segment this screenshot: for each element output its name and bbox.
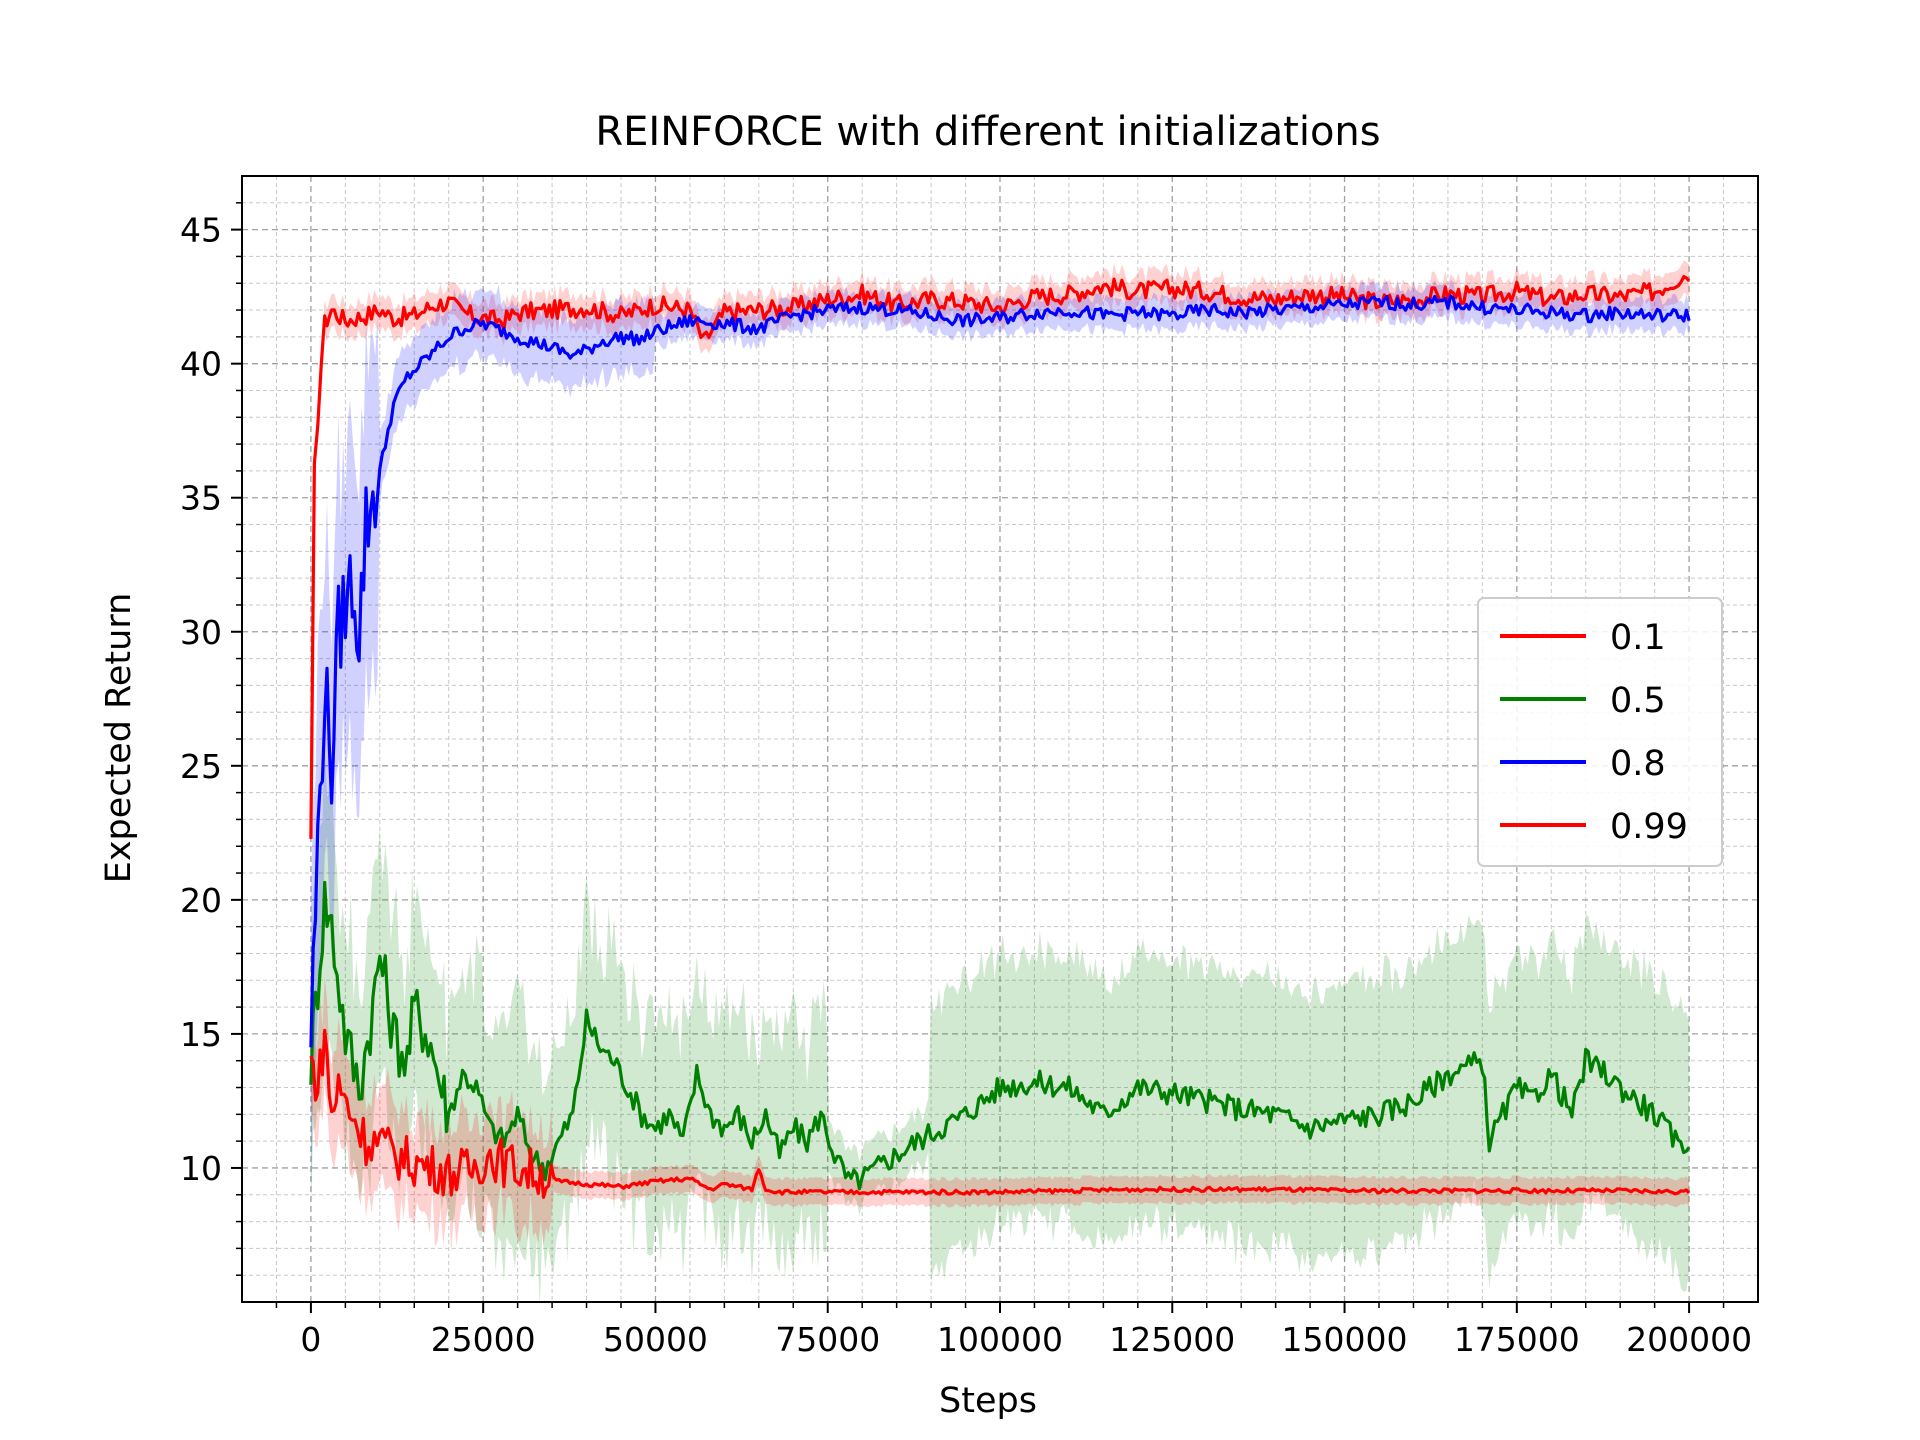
y-tick-label: 15 bbox=[180, 1015, 222, 1054]
line-series-3 bbox=[309, 294, 1691, 1048]
confidence-bands bbox=[310, 260, 1690, 1307]
series-lines bbox=[309, 275, 1691, 1199]
x-tick-label: 25000 bbox=[431, 1320, 536, 1359]
y-tick-label: 25 bbox=[180, 747, 222, 786]
band-series-4 bbox=[310, 976, 1690, 1254]
legend-box bbox=[1477, 597, 1723, 867]
x-tick-label: 125000 bbox=[1109, 1320, 1235, 1359]
chart-title: REINFORCE with different initializations bbox=[595, 109, 1380, 155]
y-tick-label: 35 bbox=[180, 479, 222, 518]
y-tick-label: 40 bbox=[180, 345, 222, 384]
y-axis-label: Expected Return bbox=[99, 593, 139, 884]
x-tick-label: 150000 bbox=[1282, 1320, 1408, 1359]
y-tick-labels: 10 15 20 25 30 35 40 45 bbox=[180, 211, 222, 1188]
y-tick-label: 10 bbox=[180, 1149, 222, 1188]
x-tick-labels: 0 25000 50000 75000 100000 125000 150000 175000… bbox=[300, 1320, 1752, 1359]
y-tick-label: 45 bbox=[180, 211, 222, 250]
y-tick-label: 30 bbox=[180, 613, 222, 652]
axis-ticks bbox=[231, 202, 1725, 1313]
x-tick-label: 0 bbox=[300, 1320, 321, 1359]
x-tick-label: 200000 bbox=[1626, 1320, 1752, 1359]
legend-label: 0.5 bbox=[1610, 681, 1666, 721]
x-tick-label: 100000 bbox=[937, 1320, 1063, 1359]
legend-label: 0.99 bbox=[1610, 807, 1688, 847]
legend: 0.1 0.5 0.8 0.99 bbox=[1477, 597, 1723, 867]
line-series-1 bbox=[309, 275, 1691, 839]
x-tick-label: 50000 bbox=[603, 1320, 708, 1359]
band-series-2 bbox=[310, 742, 1690, 1307]
x-tick-label: 75000 bbox=[775, 1320, 880, 1359]
legend-label: 0.8 bbox=[1610, 744, 1666, 784]
y-tick-label: 20 bbox=[180, 881, 222, 920]
legend-label: 0.1 bbox=[1610, 618, 1666, 658]
x-tick-label: 175000 bbox=[1454, 1320, 1580, 1359]
line-series-4 bbox=[309, 1028, 1691, 1199]
x-axis-label: Steps bbox=[939, 1381, 1037, 1421]
